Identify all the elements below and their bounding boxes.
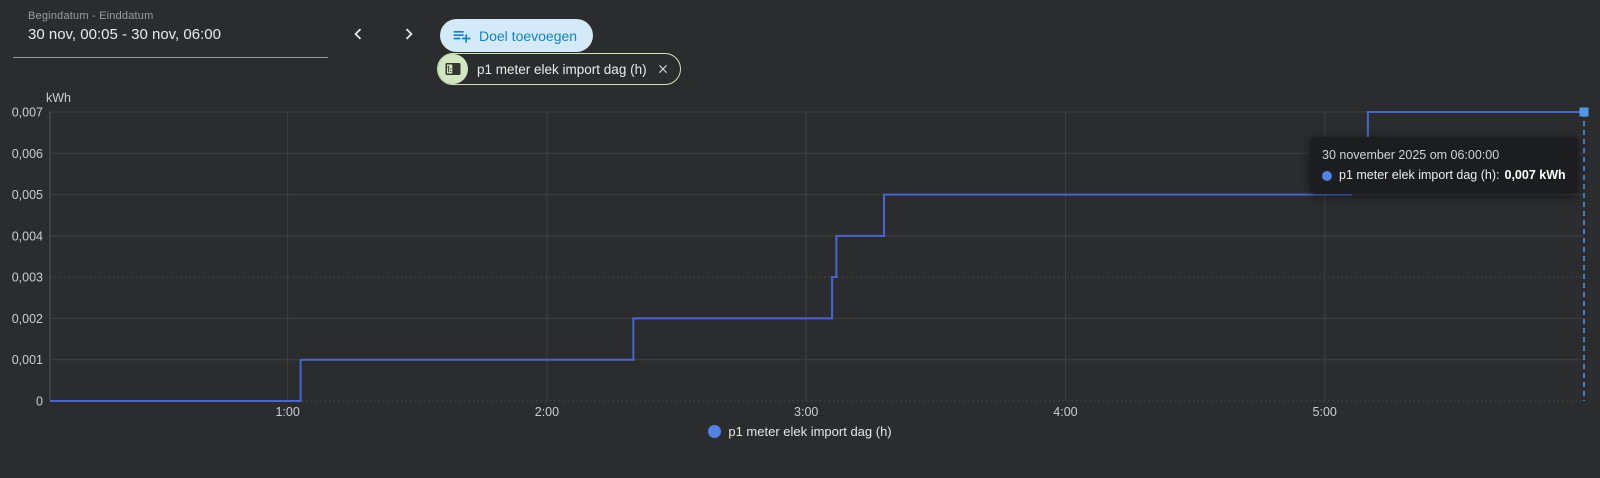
- y-axis-tick-label: 0,002: [12, 312, 43, 326]
- legend-label: p1 meter elek import dag (h): [728, 424, 892, 439]
- legend-dot-icon: [708, 425, 722, 438]
- playlist-plus-icon: [453, 30, 471, 43]
- entity-chip-avatar: [438, 54, 468, 84]
- entity-chip-label: p1 meter elek import dag (h): [477, 61, 647, 77]
- entity-chip[interactable]: p1 meter elek import dag (h): [437, 53, 681, 85]
- tooltip-series-value: 0,007 kWh: [1504, 168, 1566, 182]
- series-dot-icon: [1322, 170, 1332, 181]
- x-axis-tick-label: 1:00: [275, 405, 299, 419]
- y-axis-tick-label: 0,006: [12, 147, 43, 161]
- chart-legend: p1 meter elek import dag (h): [0, 424, 1600, 439]
- close-icon: [658, 64, 667, 74]
- add-goal-button[interactable]: Doel toevoegen: [440, 19, 594, 52]
- next-period-button[interactable]: [396, 21, 422, 47]
- date-range-field[interactable]: Begindatum - Einddatum 30 nov, 00:05 - 3…: [13, 10, 328, 58]
- tooltip-timestamp: 30 november 2025 om 06:00:00: [1322, 148, 1500, 162]
- x-axis-tick-label: 3:00: [794, 405, 818, 419]
- y-axis-tick-label: 0,001: [12, 353, 43, 367]
- y-axis-tick-label: 0,004: [12, 229, 43, 243]
- date-range-label: Begindatum - Einddatum: [28, 10, 154, 22]
- y-axis-tick-label: 0,003: [12, 271, 43, 285]
- previous-period-button[interactable]: [345, 21, 371, 47]
- y-axis-unit-label: kWh: [46, 91, 71, 105]
- date-range-value: 30 nov, 00:05 - 30 nov, 06:00: [28, 26, 221, 43]
- y-axis-tick-label: 0,005: [12, 188, 43, 202]
- counter-icon: [445, 63, 461, 75]
- x-axis-tick-label: 2:00: [535, 405, 559, 419]
- entity-chip-remove-button[interactable]: [655, 61, 671, 77]
- tooltip-series-row: p1 meter elek import dag (h): 0,007 kWh: [1322, 165, 1566, 186]
- x-axis-tick-label: 4:00: [1053, 405, 1077, 419]
- chevron-left-icon: [354, 28, 362, 40]
- y-axis-tick-label: 0: [36, 395, 43, 409]
- y-axis-tick-label: 0,007: [12, 106, 43, 120]
- legend-item[interactable]: p1 meter elek import dag (h): [708, 424, 892, 439]
- hover-point-marker: [1579, 107, 1589, 117]
- chevron-right-icon: [405, 28, 413, 40]
- x-axis-tick-label: 5:00: [1313, 405, 1337, 419]
- date-field-underline: [13, 57, 328, 58]
- chart-tooltip: 30 november 2025 om 06:00:00 p1 meter el…: [1310, 137, 1578, 194]
- tooltip-series-name: p1 meter elek import dag (h):: [1339, 168, 1500, 182]
- add-goal-label: Doel toevoegen: [479, 27, 578, 44]
